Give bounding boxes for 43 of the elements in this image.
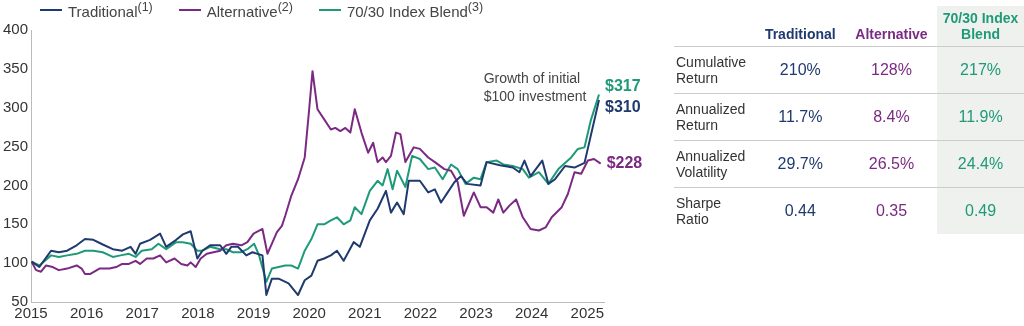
data-label: $310	[604, 98, 641, 116]
text: 217%	[960, 61, 1002, 78]
x-tick-label: 2025	[570, 304, 604, 322]
x-tick-label: 2021	[348, 304, 382, 322]
category-label: Traditional	[763, 25, 837, 44]
y-tick-label: 400	[3, 20, 29, 38]
data-label: $317	[604, 76, 641, 94]
category-label: Annualized Return	[676, 101, 746, 133]
category-label: Cumulative Return	[676, 54, 747, 86]
text: 29.7%	[777, 155, 823, 172]
legend-label: Alternative$^{(2)}$	[206, 0, 293, 20]
x-tick-label: 2020	[292, 304, 326, 322]
text: 0.49	[964, 202, 997, 219]
text: 128%	[871, 61, 912, 78]
y-tick-label: 200	[3, 175, 29, 193]
x-tick-label: 2023	[459, 304, 493, 322]
annotation: Growth of initial $100 investment	[483, 69, 587, 104]
text: 11.9%	[958, 108, 1003, 125]
text: 0.44	[784, 202, 816, 219]
y-tick-label: 300	[3, 97, 29, 115]
text: 210%	[779, 61, 821, 78]
legend-label: Traditional$^{(1)}$	[68, 0, 153, 20]
data-label: $228	[606, 154, 643, 172]
x-tick-label: 2022	[403, 304, 438, 322]
x-tick-label: 2016	[69, 304, 104, 322]
y-tick-label: 150	[3, 214, 29, 232]
y-tick-label: 250	[3, 136, 29, 154]
text: 8.4%	[873, 108, 910, 125]
legend-label: 70/30 Index Blend$^{(3)}$	[346, 0, 484, 20]
x-tick-label: 2017	[125, 304, 159, 322]
x-tick-label: 2018	[181, 304, 215, 322]
x-tick-label: 2019	[236, 304, 271, 322]
category-label: 70/30 Index Blend	[937, 6, 1024, 47]
y-tick-label: 100	[3, 253, 29, 271]
text: 26.5%	[868, 155, 915, 172]
text: 11.7%	[778, 108, 823, 125]
x-tick-label: 2024	[515, 304, 549, 322]
text: 24.4%	[957, 155, 1004, 172]
category-label: Annualized Volatility	[676, 148, 746, 180]
text: 0.35	[875, 202, 908, 219]
category-label: Alternative	[854, 25, 929, 44]
y-tick-label: 350	[3, 59, 29, 76]
category-label: Sharpe Ratio	[676, 195, 722, 227]
